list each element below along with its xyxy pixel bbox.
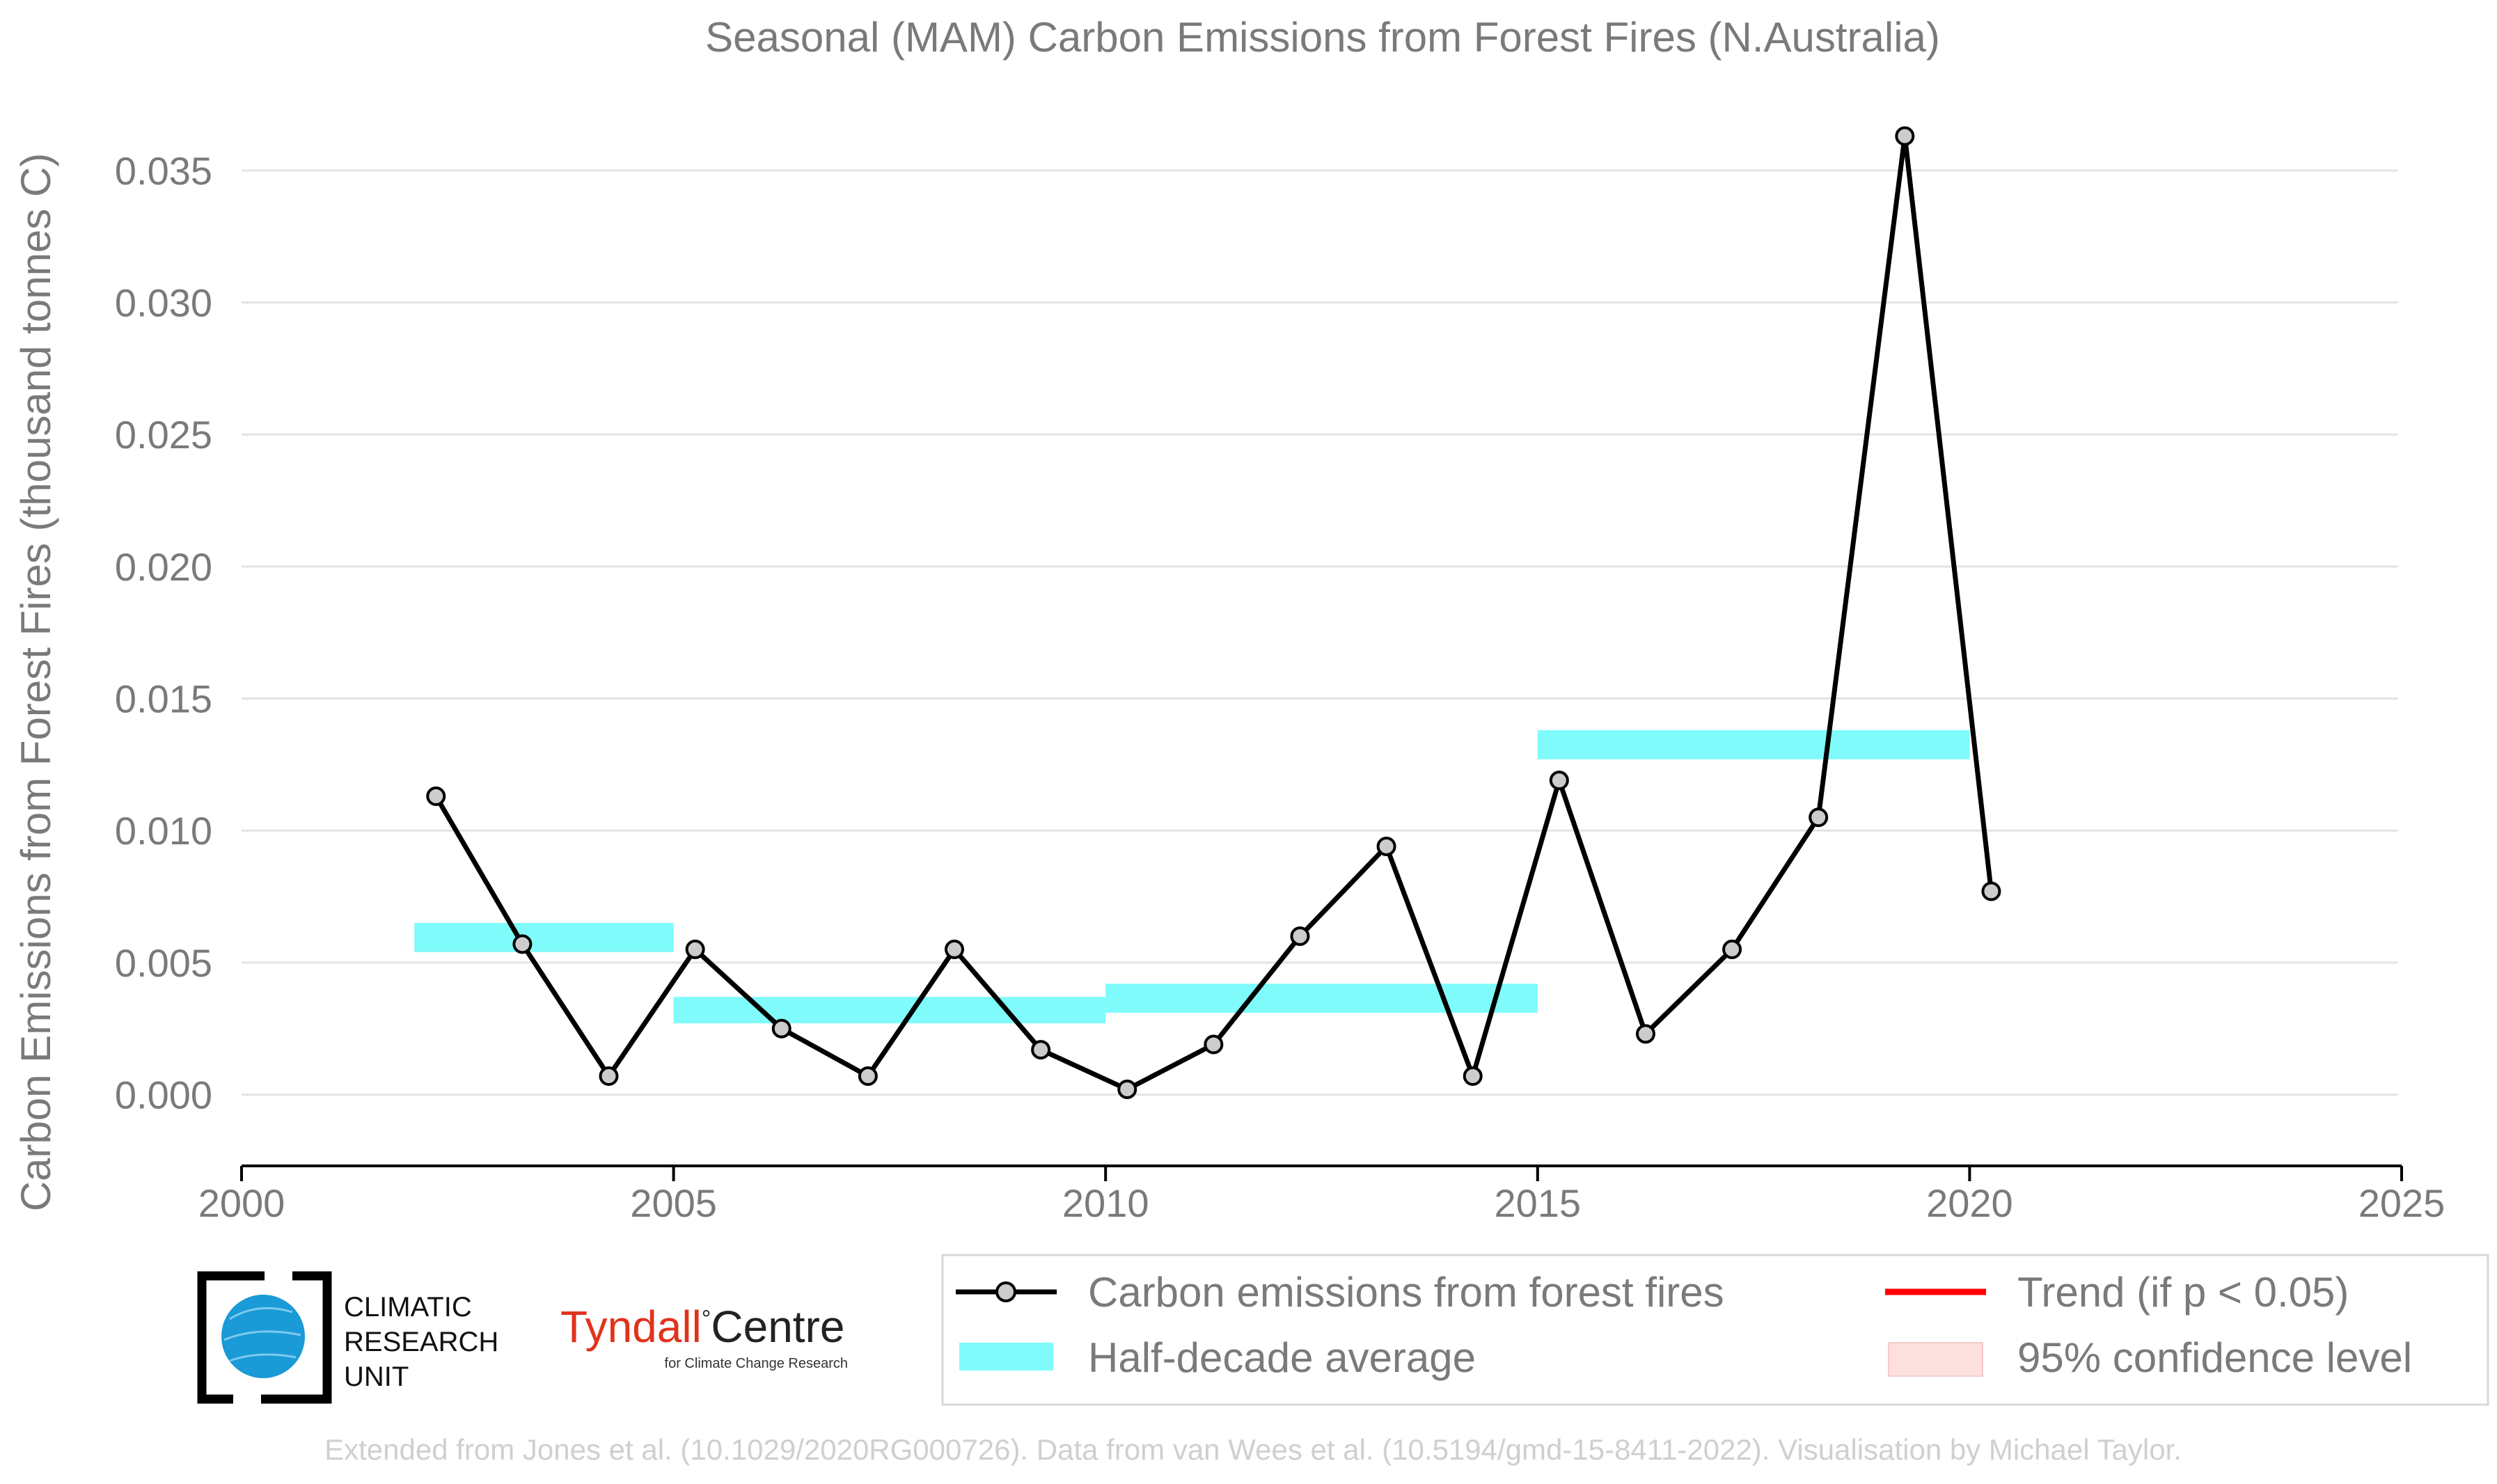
y-axis-label: Carbon Emissions from Forest Fires (thou… bbox=[13, 153, 59, 1212]
data-point bbox=[1204, 1034, 1224, 1055]
data-point bbox=[944, 939, 964, 959]
y-axis-ticks: 0.000 0.005 0.010 0.015 0.020 0.025 0.030 0.035 bbox=[115, 149, 212, 1117]
source-credit: Extended from Jones et al. (10.1029/2020… bbox=[324, 1433, 2182, 1466]
chart-title: Seasonal (MAM) Carbon Emissions from For… bbox=[705, 14, 1940, 61]
legend-frame bbox=[941, 1254, 2489, 1406]
data-point bbox=[426, 786, 446, 806]
tyndall-logo: Tyndall°Centre for Climate Change Resear… bbox=[560, 1302, 848, 1371]
data-point bbox=[512, 934, 533, 954]
data-point bbox=[1895, 126, 1915, 146]
legend-label-trend: Trend (if p < 0.05) bbox=[2017, 1269, 2349, 1316]
y-tick-label: 0.020 bbox=[115, 545, 212, 589]
y-tick-label: 0.010 bbox=[115, 809, 212, 853]
y-tick-label: 0.000 bbox=[115, 1073, 212, 1117]
half-decade-band bbox=[1105, 984, 1538, 1013]
x-tick-label: 2025 bbox=[2358, 1181, 2445, 1225]
data-point bbox=[771, 1018, 791, 1039]
legend-emissions-marker bbox=[995, 1281, 1016, 1302]
x-axis: 2000 2005 2010 2015 2020 2025 bbox=[198, 1165, 2445, 1225]
legend: Carbon emissions from forest fires Trend… bbox=[941, 1254, 2489, 1406]
gridlines bbox=[242, 169, 2398, 1096]
x-tick-label: 2000 bbox=[198, 1181, 285, 1225]
y-tick-label: 0.035 bbox=[115, 149, 212, 193]
half-decade-band bbox=[414, 922, 674, 952]
legend-label-confidence: 95% confidence level bbox=[2017, 1334, 2412, 1381]
half-decade-bands bbox=[414, 730, 1970, 1024]
data-point bbox=[1549, 771, 1569, 791]
data-point bbox=[1290, 926, 1310, 946]
data-point bbox=[1376, 836, 1396, 856]
x-tick-label: 2010 bbox=[1062, 1181, 1149, 1225]
legend-item-confidence: 95% confidence level bbox=[1888, 1334, 2412, 1381]
legend-half-decade-swatch bbox=[959, 1343, 1053, 1371]
x-tick-label: 2015 bbox=[1495, 1181, 1582, 1225]
legend-item-half-decade: Half-decade average bbox=[959, 1334, 1476, 1381]
y-tick-label: 0.030 bbox=[115, 281, 212, 325]
data-point bbox=[1809, 807, 1829, 828]
data-point bbox=[1722, 939, 1742, 959]
y-tick-label: 0.005 bbox=[115, 941, 212, 985]
data-point bbox=[1635, 1024, 1655, 1044]
data-point bbox=[1463, 1066, 1483, 1087]
data-point bbox=[858, 1066, 878, 1087]
legend-confidence-swatch bbox=[1888, 1342, 1983, 1377]
data-point bbox=[1981, 881, 2001, 901]
cru-logo-line2: RESEARCH bbox=[344, 1327, 498, 1357]
legend-label-half-decade: Half-decade average bbox=[1088, 1334, 1476, 1381]
cru-logo-frame bbox=[197, 1271, 332, 1404]
half-decade-band bbox=[673, 997, 1106, 1024]
y-tick-label: 0.015 bbox=[115, 677, 212, 721]
cru-logo-line3: UNIT bbox=[344, 1361, 409, 1392]
legend-label-emissions: Carbon emissions from forest fires bbox=[1088, 1269, 1724, 1316]
data-point bbox=[685, 939, 705, 959]
legend-item-trend: Trend (if p < 0.05) bbox=[1885, 1269, 2349, 1316]
cru-globe-lines bbox=[223, 1307, 301, 1362]
data-point bbox=[1117, 1079, 1137, 1099]
tyndall-logo-wordmark: Tyndall°Centre bbox=[560, 1302, 844, 1352]
emissions-series bbox=[426, 126, 2001, 1099]
cru-logo-line1: CLIMATIC bbox=[344, 1292, 472, 1323]
tyndall-logo-subtitle: for Climate Change Research bbox=[665, 1356, 848, 1371]
cru-logo: CLIMATIC RESEARCH UNIT bbox=[197, 1271, 498, 1404]
y-tick-label: 0.025 bbox=[115, 413, 212, 457]
x-tick-label: 2005 bbox=[630, 1181, 717, 1225]
data-point bbox=[1031, 1040, 1051, 1060]
data-point bbox=[599, 1066, 619, 1087]
x-tick-label: 2020 bbox=[1926, 1181, 2013, 1225]
half-decade-band bbox=[1537, 730, 1970, 759]
legend-item-emissions: Carbon emissions from forest fires bbox=[956, 1269, 1724, 1316]
